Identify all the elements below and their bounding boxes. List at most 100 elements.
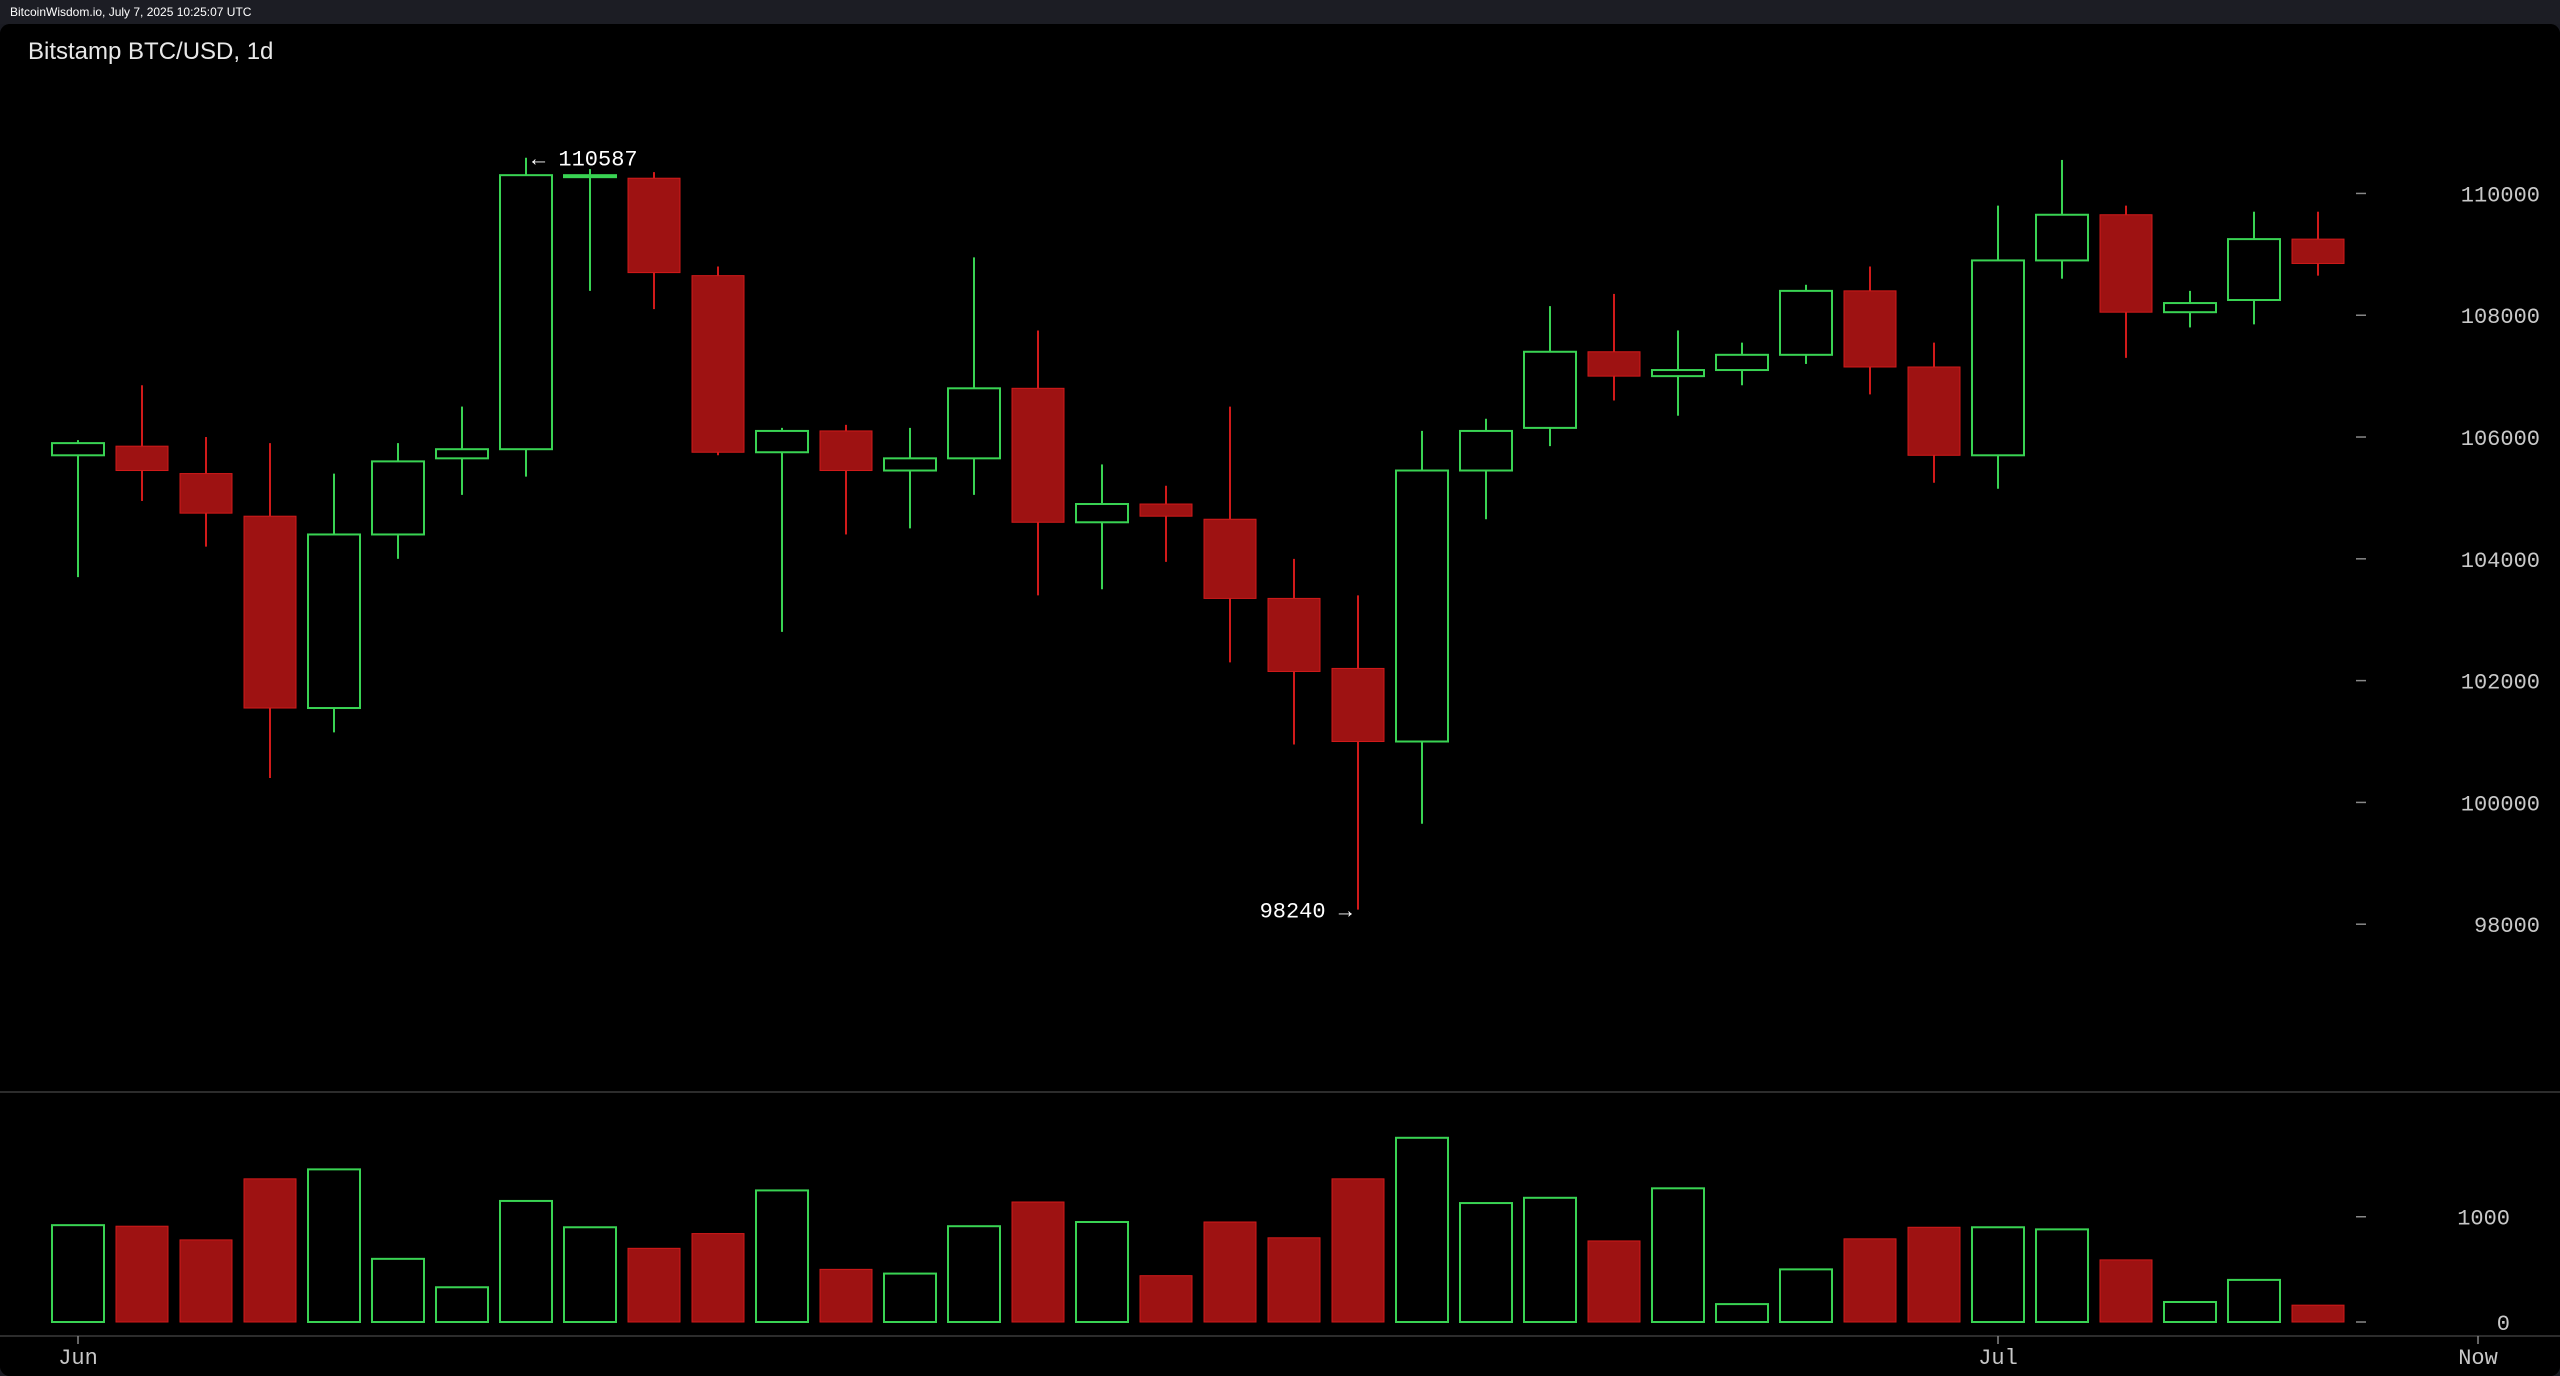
candle-body-up <box>563 174 617 179</box>
candle-body-up <box>1971 259 2025 457</box>
volume-bar[interactable] <box>371 1257 425 1324</box>
volume-bar[interactable] <box>1331 1178 1385 1323</box>
candle[interactable] <box>691 266 745 456</box>
volume-bar[interactable] <box>2163 1301 2217 1323</box>
volume-bar[interactable] <box>1971 1226 2025 1324</box>
volume-bar[interactable] <box>563 1226 617 1324</box>
x-tick-label: Now <box>2458 1346 2498 1371</box>
volume-bar[interactable] <box>179 1239 233 1323</box>
candle[interactable] <box>2163 290 2217 328</box>
chart-panel[interactable]: Bitstamp BTC/USD, 1d 98000 100000 102000 10… <box>0 24 2560 1376</box>
price-tick-label: 104000 <box>2461 549 2540 574</box>
volume-bar[interactable] <box>1523 1196 1577 1323</box>
candle[interactable] <box>947 257 1001 495</box>
candle[interactable] <box>755 427 809 632</box>
candle[interactable] <box>243 443 297 779</box>
candle[interactable] <box>1523 306 1577 447</box>
candle-body-down <box>627 177 681 274</box>
volume-bar[interactable] <box>1587 1240 1641 1323</box>
candle[interactable] <box>1075 464 1129 590</box>
candlestick-chart[interactable]: Bitstamp BTC/USD, 1d 98000 100000 102000 10… <box>0 24 2560 1376</box>
volume-bar[interactable] <box>307 1168 361 1323</box>
volume-bar[interactable] <box>1843 1238 1897 1323</box>
candle[interactable] <box>51 440 105 578</box>
candle[interactable] <box>819 424 873 535</box>
candle-body-up <box>2035 213 2089 262</box>
candle[interactable] <box>627 172 681 310</box>
candle-body-up <box>1715 353 1769 372</box>
candle-body-down <box>819 430 873 472</box>
candle[interactable] <box>1011 330 1065 596</box>
candle[interactable] <box>2227 211 2281 325</box>
candle-body-down <box>1011 387 1065 523</box>
volume-bar[interactable] <box>1011 1201 1065 1323</box>
candle[interactable] <box>2291 211 2345 276</box>
volume-bar[interactable] <box>2291 1304 2345 1323</box>
volume-bar[interactable] <box>1267 1237 1321 1323</box>
volume-bar[interactable] <box>435 1286 489 1324</box>
volume-bar[interactable] <box>2227 1278 2281 1324</box>
volume-bar[interactable] <box>1779 1268 1833 1323</box>
volume-bar[interactable] <box>1651 1187 1705 1323</box>
volume-bar[interactable] <box>755 1189 809 1323</box>
volume-bar[interactable] <box>1459 1202 1513 1323</box>
volume-bar[interactable] <box>691 1233 745 1323</box>
candle[interactable] <box>563 169 617 291</box>
candle[interactable] <box>371 443 425 559</box>
candle[interactable] <box>1267 558 1321 745</box>
chart-title: Bitstamp BTC/USD, 1d <box>28 38 273 65</box>
candle[interactable] <box>499 157 553 477</box>
candle[interactable] <box>2035 159 2089 279</box>
volume-bar[interactable] <box>1907 1226 1961 1323</box>
candle[interactable] <box>179 437 233 547</box>
candle[interactable] <box>1971 205 2025 489</box>
candle[interactable] <box>1203 406 1257 663</box>
volume-bar[interactable] <box>115 1225 169 1323</box>
candle[interactable] <box>1651 330 1705 416</box>
candles-layer <box>51 157 2345 910</box>
volume-bar[interactable] <box>243 1178 297 1323</box>
candle[interactable] <box>1395 430 1449 824</box>
candle[interactable] <box>435 406 489 495</box>
volume-bar[interactable] <box>627 1247 681 1323</box>
candle-body-down <box>1139 503 1193 517</box>
volume-bar[interactable] <box>1395 1136 1449 1323</box>
low-annotation: 98240 → <box>1260 900 1353 925</box>
volume-bar[interactable] <box>883 1272 937 1324</box>
volume-bar[interactable] <box>947 1225 1001 1324</box>
annotations: ← 110587 98240 → <box>532 148 1353 925</box>
candle[interactable] <box>2099 205 2153 358</box>
volume-bar[interactable] <box>2099 1259 2153 1323</box>
candle[interactable] <box>307 473 361 733</box>
volume-bar[interactable] <box>1139 1275 1193 1323</box>
candle[interactable] <box>1139 485 1193 562</box>
volume-bar[interactable] <box>499 1199 553 1324</box>
source-timestamp: BitcoinWisdom.io, July 7, 2025 10:25:07 … <box>0 0 2560 24</box>
candle[interactable] <box>1587 293 1641 401</box>
candle[interactable] <box>1459 418 1513 520</box>
x-axis: Jun Jul Now <box>58 1336 2498 1371</box>
candle-body-up <box>1651 369 1705 378</box>
candle-body-up <box>883 457 937 472</box>
candle[interactable] <box>1715 342 1769 386</box>
candle[interactable] <box>883 427 937 529</box>
volume-axis: 0 1000 <box>2356 1207 2510 1337</box>
candle-body-down <box>2291 238 2345 264</box>
volume-bar[interactable] <box>1715 1303 1769 1323</box>
x-tick-label: Jul <box>1978 1346 2018 1371</box>
candle[interactable] <box>1843 266 1897 395</box>
high-annotation: ← 110587 <box>532 148 638 173</box>
candle[interactable] <box>1907 342 1961 483</box>
candle-body-down <box>1203 518 1257 599</box>
candle-body-up <box>51 442 105 457</box>
volume-bar[interactable] <box>2035 1228 2089 1323</box>
candle-body-up <box>2227 238 2281 302</box>
candle-body-up <box>499 174 553 451</box>
candle[interactable] <box>1779 284 1833 364</box>
volume-bar[interactable] <box>51 1224 105 1323</box>
candle[interactable] <box>1331 595 1385 910</box>
volume-bar[interactable] <box>819 1268 873 1323</box>
volume-bar[interactable] <box>1203 1221 1257 1323</box>
candle[interactable] <box>115 385 169 501</box>
volume-bar[interactable] <box>1075 1221 1129 1323</box>
